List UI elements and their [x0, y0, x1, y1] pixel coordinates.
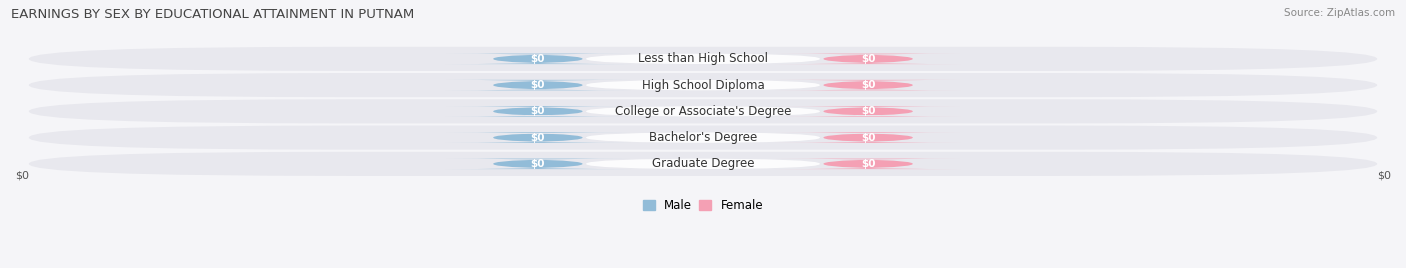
Text: $0: $0 [530, 159, 546, 169]
FancyBboxPatch shape [775, 80, 960, 90]
FancyBboxPatch shape [28, 125, 1378, 150]
FancyBboxPatch shape [446, 132, 631, 143]
FancyBboxPatch shape [775, 132, 960, 143]
FancyBboxPatch shape [775, 159, 960, 169]
Text: Bachelor's Degree: Bachelor's Degree [650, 131, 756, 144]
Text: $0: $0 [860, 80, 876, 90]
FancyBboxPatch shape [586, 80, 820, 90]
Text: Graduate Degree: Graduate Degree [652, 157, 754, 170]
FancyBboxPatch shape [28, 47, 1378, 71]
FancyBboxPatch shape [775, 54, 960, 64]
FancyBboxPatch shape [775, 106, 960, 117]
Text: High School Diploma: High School Diploma [641, 79, 765, 92]
FancyBboxPatch shape [446, 159, 631, 169]
Text: $0: $0 [530, 54, 546, 64]
FancyBboxPatch shape [446, 106, 631, 117]
Text: $0: $0 [1376, 170, 1391, 180]
FancyBboxPatch shape [586, 106, 820, 117]
FancyBboxPatch shape [28, 152, 1378, 176]
Text: EARNINGS BY SEX BY EDUCATIONAL ATTAINMENT IN PUTNAM: EARNINGS BY SEX BY EDUCATIONAL ATTAINMEN… [11, 8, 415, 21]
Text: $0: $0 [860, 54, 876, 64]
FancyBboxPatch shape [586, 132, 820, 143]
Text: $0: $0 [15, 170, 30, 180]
FancyBboxPatch shape [586, 159, 820, 169]
FancyBboxPatch shape [446, 80, 631, 90]
Text: Source: ZipAtlas.com: Source: ZipAtlas.com [1284, 8, 1395, 18]
Text: $0: $0 [860, 133, 876, 143]
Text: $0: $0 [530, 80, 546, 90]
Text: College or Associate's Degree: College or Associate's Degree [614, 105, 792, 118]
FancyBboxPatch shape [28, 73, 1378, 97]
Text: Less than High School: Less than High School [638, 52, 768, 65]
Text: $0: $0 [860, 159, 876, 169]
FancyBboxPatch shape [28, 99, 1378, 124]
FancyBboxPatch shape [446, 54, 631, 64]
FancyBboxPatch shape [586, 54, 820, 64]
Text: $0: $0 [530, 106, 546, 116]
Text: $0: $0 [860, 106, 876, 116]
Legend: Male, Female: Male, Female [638, 194, 768, 217]
Text: $0: $0 [530, 133, 546, 143]
